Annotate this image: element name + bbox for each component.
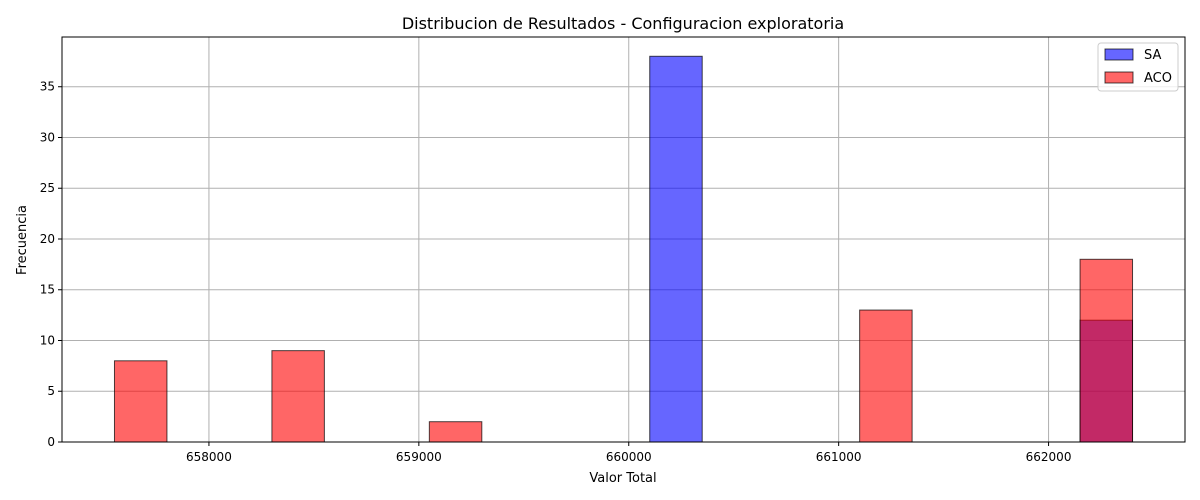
x-tick-label: 662000 [1026,450,1072,464]
y-tick-label: 35 [40,80,55,94]
legend-swatch-aco [1104,71,1134,84]
ticks-layer: 658000 659000 660000 661000 662000 0 5 10 15 20 25… [40,80,1072,464]
y-tick-label: 25 [40,181,55,195]
legend-label-sa: SA [1144,48,1161,63]
y-tick-label: 15 [40,283,55,297]
bar-aco [859,309,913,443]
legend-label-aco: ACO [1144,71,1172,86]
bar-sa [649,55,703,443]
y-tick-label: 20 [40,232,55,246]
x-axis-label: Valor Total [589,471,656,486]
legend: SA ACO [1097,42,1179,92]
x-tick-label: 661000 [816,450,862,464]
bar-aco [113,360,168,443]
y-tick-label: 0 [47,435,55,449]
y-tick-label: 10 [40,333,55,347]
x-tick-label: 660000 [606,450,652,464]
bar-aco [271,350,325,443]
x-tick-label: 659000 [396,450,442,464]
y-tick-label: 30 [40,130,55,144]
bar-aco [1079,258,1134,443]
bars-layer [113,55,1134,443]
chart-title: Distribucion de Resultados - Configuraci… [402,14,844,33]
grid-layer [62,37,1185,443]
x-tick-label: 658000 [186,450,232,464]
y-axis-label: Frecuencia [15,205,30,275]
plot-frame [61,36,1186,443]
y-tick-label: 5 [47,384,55,398]
bar-aco [428,421,483,443]
legend-swatch-sa [1104,48,1134,61]
